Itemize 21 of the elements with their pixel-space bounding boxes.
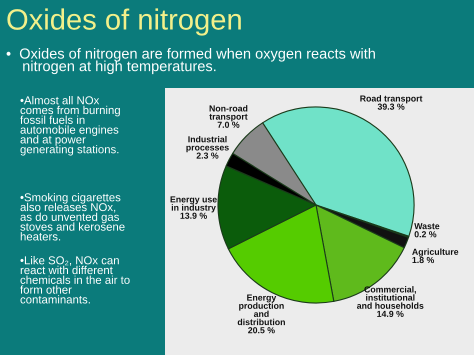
slice-label: Energy use in industry [170,196,217,212]
text: •Smoking cigarettes also releases NOx, as do unvented gas stoves and kerosene heaters. [20,193,125,241]
text: •Like SO₂, NOx can react with different chemicals in the air to form other contaminants. [20,256,130,304]
text: •Almost all NOx comes from burning fossil fuels in automobile engines and at power generating stations. [20,96,120,156]
slice-label: Road transport [360,95,422,104]
data-label: 20.5 % [248,327,275,334]
data-label: 13.9 % [180,212,207,219]
slice-label: Non-road transport [209,105,248,122]
slice-label: Energy production and distribution [238,294,285,326]
slice-label: Commercial, institutional and households [356,286,424,309]
text: • Oxides of nitrogen are formed when oxygen reacts with nitrogen at high temperatures. [6,48,375,74]
data-label: 14.9 % [377,310,404,317]
slice-label: Agriculture [412,248,458,257]
data-label: 39.3 % [378,104,404,110]
data-label: 0.2 % [414,231,436,238]
chart-title: Oxides of nitrogen [7,8,241,36]
data-label: 7.0 % [218,122,240,128]
slice-label: Waste [414,223,440,230]
data-label: 1.8 % [412,256,434,264]
slice-label: Industrial processes [186,136,229,152]
data-label: 2.3 % [196,152,218,159]
